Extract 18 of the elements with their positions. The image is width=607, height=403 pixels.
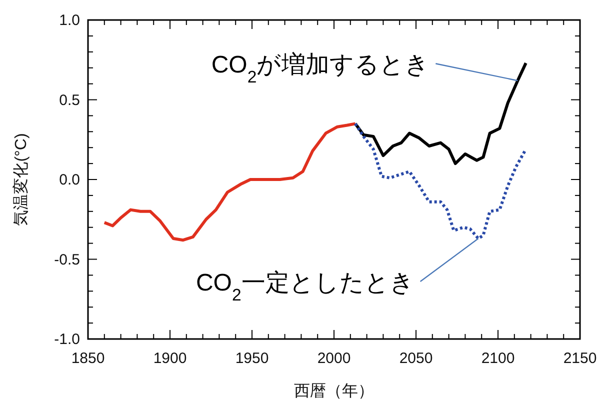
x-axis-title: 西暦（年） <box>294 383 374 400</box>
y-tick-label: 0.0 <box>59 172 80 188</box>
x-tick-label: 2050 <box>399 350 433 367</box>
x-tick-label: 2000 <box>317 350 351 367</box>
annotation: CO$_{2}$が増加するとき <box>211 52 430 86</box>
y-tick-label: -0.5 <box>54 251 80 268</box>
x-tick-label: 2100 <box>481 350 515 367</box>
annotation: CO$_{2}$一定としたとき <box>196 270 414 304</box>
y-tick-label: 0.5 <box>59 92 80 109</box>
x-tick-label: 1900 <box>153 350 187 367</box>
y-axis-title: 気温変化(°C) <box>12 133 30 226</box>
line-series <box>102 122 357 242</box>
y-tick-label: 1.0 <box>59 12 80 29</box>
x-tick-label: 2150 <box>563 350 597 367</box>
x-tick-label: 1850 <box>71 350 105 367</box>
line-series <box>354 122 528 240</box>
y-tick-label: -1.0 <box>54 331 80 348</box>
x-tick-label: 1950 <box>235 350 269 367</box>
